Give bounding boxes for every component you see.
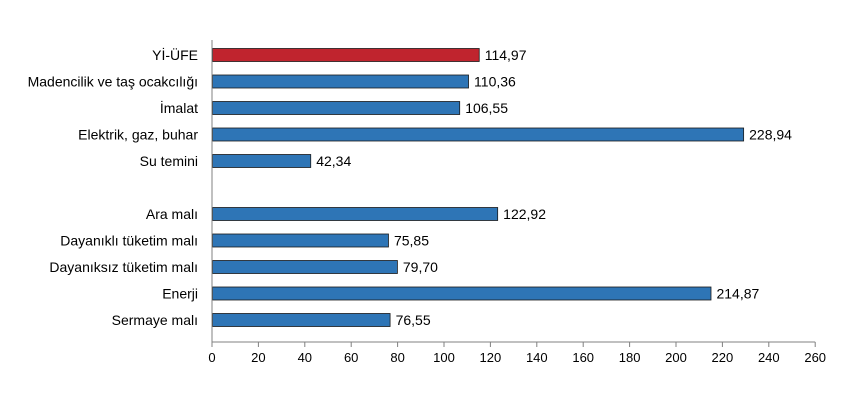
category-label: Ara malı: [146, 206, 198, 222]
bar: [212, 260, 398, 274]
category-label: Dayanıklı tüketim malı: [60, 233, 198, 249]
category-label: İmalat: [160, 99, 198, 116]
category-label: Su temini: [140, 153, 198, 169]
data-label: 114,97: [485, 47, 527, 63]
category-label: Enerji: [162, 286, 198, 302]
x-tick-label: 40: [298, 350, 312, 365]
x-tick-label: 140: [526, 350, 548, 365]
data-label: 76,55: [396, 312, 431, 328]
category-label: Sermaye malı: [112, 312, 198, 328]
x-tick-label: 100: [433, 350, 455, 365]
x-tick-label: 120: [480, 350, 502, 365]
bar: [212, 207, 499, 221]
bar: [212, 48, 480, 62]
category-label: Elektrik, gaz, buhar: [78, 127, 198, 143]
bar: [212, 101, 461, 115]
x-tick-label: 0: [208, 350, 215, 365]
bar: [212, 74, 469, 89]
x-tick-label: 200: [665, 350, 687, 365]
data-label: 75,85: [394, 233, 429, 249]
bar: [212, 127, 745, 142]
category-labels-group: Yİ-ÜFE Madencilik ve taş ocakcılığı İmalat…: [28, 46, 199, 328]
x-tick-label: 160: [572, 350, 594, 365]
x-tick-label: 260: [804, 350, 826, 365]
data-label: 106,55: [465, 100, 508, 116]
x-tick-label: 240: [758, 350, 780, 365]
bar: [212, 154, 312, 168]
data-label: 110,36: [474, 74, 516, 90]
x-tick-label: 60: [344, 350, 358, 365]
x-tick-label: 80: [390, 350, 404, 365]
bar: [212, 313, 391, 327]
data-label: 79,70: [403, 259, 438, 275]
category-label: Dayanıksız tüketim malı: [49, 259, 198, 275]
data-label: 42,34: [316, 153, 351, 169]
x-tick-label: 220: [712, 350, 734, 365]
bars-group: [212, 48, 745, 327]
data-label: 122,92: [503, 206, 546, 222]
bar: [212, 286, 712, 301]
bar: [212, 233, 389, 248]
data-label: 214,87: [716, 286, 759, 302]
x-tick-label: 180: [619, 350, 641, 365]
x-tick-label: 20: [251, 350, 265, 365]
x-axis: 0 20 40 60 80 100 120 140 160 180 200 220 240 260: [208, 40, 826, 365]
category-label: Yİ-ÜFE: [152, 46, 198, 63]
category-label: Madencilik ve taş ocakcılığı: [28, 74, 198, 90]
value-labels-group: 114,97 110,36 106,55 228,94 42,34 122,92 75,85…: [316, 47, 792, 328]
data-label: 228,94: [749, 127, 792, 143]
